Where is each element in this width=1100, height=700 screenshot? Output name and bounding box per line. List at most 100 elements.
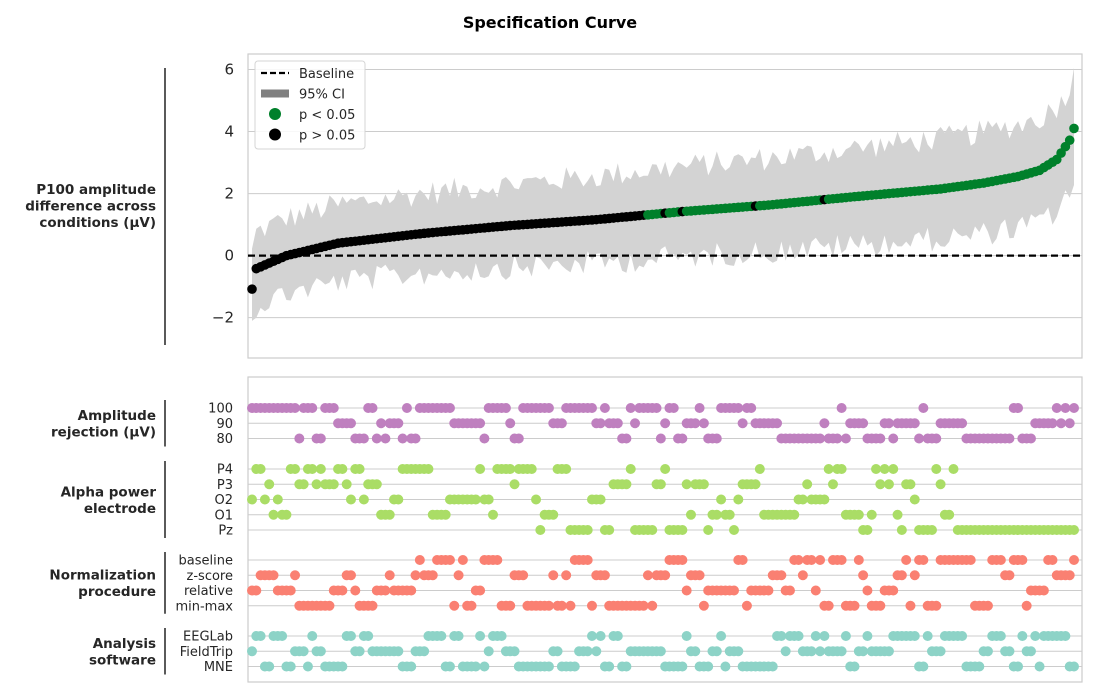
specification-dot xyxy=(449,600,460,611)
specification-dot xyxy=(858,418,869,429)
specification-dot xyxy=(733,403,744,413)
specification-dot xyxy=(797,570,808,581)
specification-dot xyxy=(599,403,610,413)
level-label: O1 xyxy=(214,508,233,523)
specification-dot xyxy=(337,585,348,596)
specification-dot xyxy=(716,631,727,641)
level-label: 90 xyxy=(216,417,233,432)
specification-dot xyxy=(883,646,894,657)
specification-dot xyxy=(556,418,567,429)
specification-dot xyxy=(849,600,860,611)
specification-dot xyxy=(410,570,421,581)
specification-dot xyxy=(582,555,593,565)
specification-dot xyxy=(255,631,266,641)
specification-dot xyxy=(957,631,968,641)
specification-dot xyxy=(815,646,826,657)
specification-dot xyxy=(453,570,464,581)
specification-dot xyxy=(750,479,761,490)
specification-dot xyxy=(810,585,821,596)
specification-dot xyxy=(729,525,740,535)
specification-dot xyxy=(509,646,520,657)
specification-dot xyxy=(935,646,946,657)
specification-dot xyxy=(711,433,722,444)
specification-dot xyxy=(875,479,886,490)
level-label: MNE xyxy=(204,660,233,675)
specification-dot xyxy=(595,494,606,505)
y-axis-label: difference across xyxy=(25,199,156,215)
specification-dot xyxy=(823,600,834,611)
specification-dot xyxy=(935,479,946,490)
specification-dot xyxy=(376,418,387,429)
specification-dot xyxy=(595,631,606,641)
specification-dot xyxy=(436,631,447,641)
specification-dot xyxy=(836,403,847,413)
level-label: P3 xyxy=(217,478,233,493)
specification-dot xyxy=(475,418,486,429)
specification-dot xyxy=(337,661,348,672)
specification-dot xyxy=(905,479,916,490)
specification-dot xyxy=(677,555,688,565)
specification-dot xyxy=(827,479,838,490)
y-axis-label: conditions (μV) xyxy=(39,215,156,231)
specification-dot xyxy=(681,585,692,596)
specification-dot xyxy=(655,433,666,444)
specification-dot xyxy=(324,600,335,611)
specification-dot xyxy=(612,418,623,429)
specification-dot xyxy=(1060,403,1071,413)
specification-dot xyxy=(918,661,929,672)
specification-dot xyxy=(277,631,288,641)
legend-point-swatch xyxy=(269,128,281,141)
specification-dot xyxy=(974,661,985,672)
specification-dot xyxy=(720,661,731,672)
legend-point-swatch xyxy=(269,108,281,120)
specification-dot xyxy=(840,631,851,641)
specification-dot xyxy=(582,525,593,535)
specification-dot xyxy=(457,555,468,565)
specification-dot xyxy=(496,631,507,641)
level-label: 100 xyxy=(208,402,233,417)
legend-ci-swatch xyxy=(261,89,289,98)
specification-dot xyxy=(806,555,817,565)
specification-dot xyxy=(905,600,916,611)
group-label: Alpha power xyxy=(61,484,157,500)
specification-dot xyxy=(685,509,696,520)
specification-dot xyxy=(681,631,692,641)
y-tick-label: 4 xyxy=(224,123,234,141)
specification-dot xyxy=(879,464,890,474)
specification-dot xyxy=(776,570,787,581)
specification-dot xyxy=(944,509,955,520)
specification-dot xyxy=(918,555,929,565)
specification-dot xyxy=(543,403,554,413)
specification-dot xyxy=(384,509,395,520)
specification-dot xyxy=(690,418,701,429)
level-label: relative xyxy=(184,584,233,599)
specification-dot xyxy=(247,494,257,505)
specification-dot xyxy=(264,661,275,672)
specification-dot xyxy=(1025,433,1036,444)
specification-dot xyxy=(509,479,520,490)
specification-dot xyxy=(660,570,671,581)
specification-dot xyxy=(832,433,843,444)
specification-dot xyxy=(272,494,283,505)
specification-dot xyxy=(888,433,899,444)
specification-dot xyxy=(345,418,356,429)
specification-dot xyxy=(875,433,886,444)
specification-dot xyxy=(621,661,632,672)
specification-dot xyxy=(931,600,942,611)
specification-dot xyxy=(307,464,318,474)
specification-dot xyxy=(746,403,757,413)
effect-panel: 6 4 2 0 −2 Baseline 95% CI p < 0.05 p > 0.05 P100… xyxy=(25,53,1083,359)
specification-dot xyxy=(302,661,313,672)
specification-dot xyxy=(268,570,279,581)
specification-dot xyxy=(780,646,791,657)
specification-dot xyxy=(393,418,404,429)
specification-dot xyxy=(505,418,516,429)
specification-dot xyxy=(836,646,847,657)
specification-dot xyxy=(526,464,537,474)
specification-dot xyxy=(681,479,692,490)
specification-dot xyxy=(367,600,378,611)
specification-dot xyxy=(668,403,679,413)
specification-dot xyxy=(337,464,348,474)
specification-dot xyxy=(384,570,395,581)
